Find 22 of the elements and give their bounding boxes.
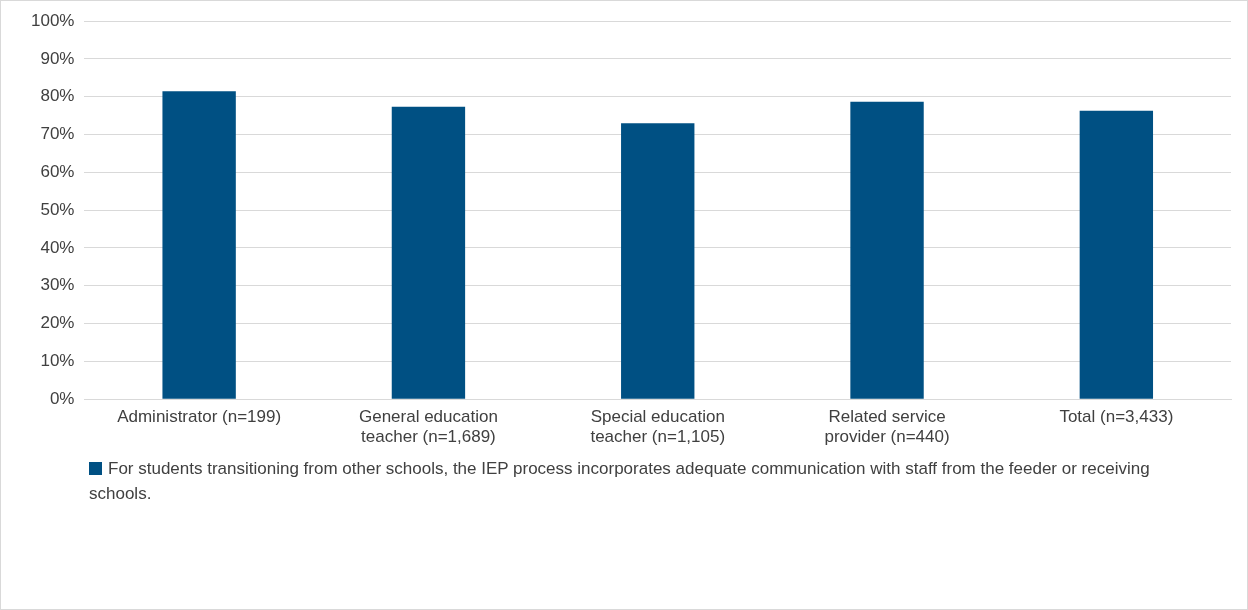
y-tick-label: 60% [40,162,75,182]
x-tick-label: Related service provider (n=440) [824,407,950,447]
y-tick-label: 80% [40,86,75,106]
y-tick-label: 50% [40,199,75,219]
bar [621,123,695,399]
y-tick-label: 40% [40,237,75,257]
y-tick-label: 90% [40,48,75,68]
bar [1079,110,1154,399]
y-tick-label: 30% [40,275,75,295]
bar [162,91,236,399]
y-tick-label: 20% [40,313,75,333]
y-tick-label: 100% [31,10,75,30]
x-tick-label: General education teacher (n=1,689) [358,407,498,447]
legend-label: For students transitioning from other schools, the IEP process incorporates adequate communication with staff from the feeder or receiving schools. [89,458,1151,505]
y-tick-label: 70% [40,124,75,144]
x-tick-label: Special education teacher (n=1,105) [590,407,726,447]
y-tick-label: 10% [40,351,75,371]
bar [391,106,466,399]
x-tick-label: Administrator (n=199) [117,407,282,427]
x-tick-label: Total (n=3,433) [1059,407,1174,427]
y-tick-label: 0% [49,388,75,408]
bar [850,101,924,399]
